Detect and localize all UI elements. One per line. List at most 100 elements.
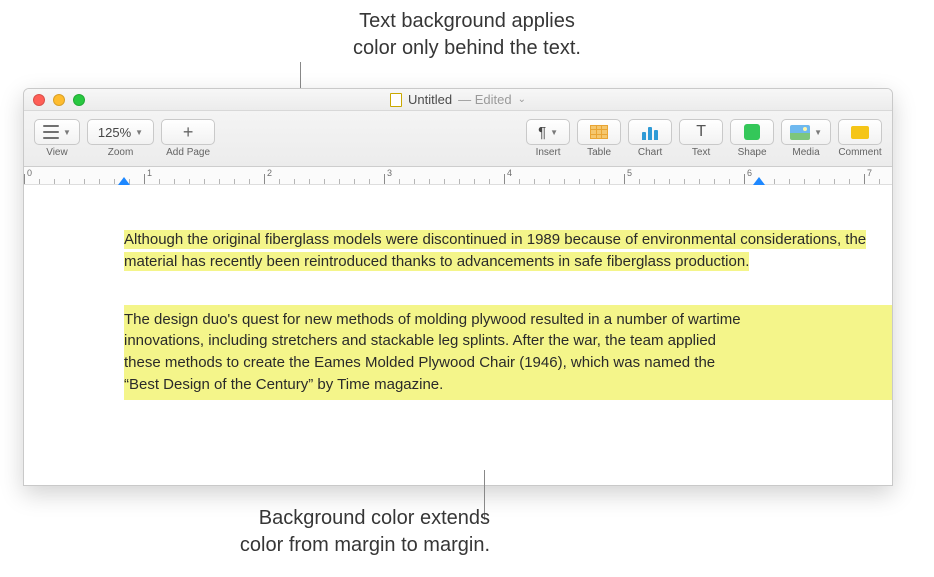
media-icon [790,125,810,140]
ruler-number: 0 [27,168,32,178]
comment-icon [851,126,869,139]
paragraph-text-bg[interactable]: Although the original fiberglass models … [124,229,868,273]
window-title: Untitled — Edited ⌄ [24,92,892,107]
ruler-minor-tick [684,179,685,184]
fullscreen-button[interactable] [73,94,85,106]
ruler-minor-tick [414,179,415,184]
ruler-minor-tick [459,179,460,184]
ruler-minor-tick [549,179,550,184]
view-button[interactable]: ▼ [34,119,80,145]
pilcrow-icon: ¶ [538,124,546,141]
ruler-minor-tick [444,179,445,184]
left-indent-marker[interactable] [118,177,130,185]
ruler[interactable]: 01234567 [24,167,892,185]
document-icon [390,93,402,107]
comment-label: Comment [838,147,881,158]
ruler-major-tick [504,174,505,184]
minimize-button[interactable] [53,94,65,106]
shape-icon [744,124,760,140]
ruler-number: 7 [867,168,872,178]
paragraph-block-bg[interactable]: The design duo's quest for new methods o… [124,305,892,400]
ruler-minor-tick [69,179,70,184]
callout-top: Text background applies color only behin… [0,8,934,62]
text-button[interactable]: T [679,119,723,145]
chevron-down-icon: ▼ [135,128,143,137]
ruler-minor-tick [309,179,310,184]
shape-label: Shape [738,147,767,158]
chevron-down-icon: ▼ [550,128,558,137]
ruler-minor-tick [714,179,715,184]
ruler-minor-tick [474,179,475,184]
ruler-minor-tick [39,179,40,184]
ruler-minor-tick [669,179,670,184]
paragraph-block-text: The design duo's quest for new methods o… [124,309,744,396]
ruler-number: 4 [507,168,512,178]
ruler-minor-tick [564,179,565,184]
media-button[interactable]: ▼ [781,119,831,145]
zoom-button[interactable]: 125% ▼ [87,119,154,145]
close-button[interactable] [33,94,45,106]
ruler-minor-tick [519,179,520,184]
plus-icon: + [183,122,194,143]
ruler-minor-tick [489,179,490,184]
comment-button[interactable] [838,119,882,145]
ruler-number: 5 [627,168,632,178]
table-button[interactable] [577,119,621,145]
ruler-minor-tick [834,179,835,184]
ruler-number: 2 [267,168,272,178]
ruler-minor-tick [594,179,595,184]
ruler-major-tick [144,174,145,184]
callout-bottom-line2: color from margin to margin. [110,532,490,559]
view-label: View [46,147,68,158]
document-name: Untitled [408,92,452,107]
table-label: Table [587,147,611,158]
ruler-number: 6 [747,168,752,178]
ruler-minor-tick [639,179,640,184]
shape-button[interactable] [730,119,774,145]
window-controls [33,94,85,106]
ruler-minor-tick [534,179,535,184]
ruler-minor-tick [249,179,250,184]
ruler-minor-tick [579,179,580,184]
document-body[interactable]: Although the original fiberglass models … [24,185,892,485]
ruler-minor-tick [369,179,370,184]
ruler-minor-tick [234,179,235,184]
ruler-minor-tick [159,179,160,184]
chart-button[interactable] [628,119,672,145]
ruler-minor-tick [849,179,850,184]
chevron-down-icon: ▼ [63,128,71,137]
ruler-minor-tick [729,179,730,184]
ruler-minor-tick [699,179,700,184]
ruler-minor-tick [204,179,205,184]
ruler-major-tick [624,174,625,184]
highlighted-text: Although the original fiberglass models … [124,230,866,271]
chart-label: Chart [638,147,662,158]
ruler-minor-tick [339,179,340,184]
add-page-label: Add Page [166,147,210,158]
add-page-button[interactable]: + [161,119,215,145]
ruler-minor-tick [609,179,610,184]
insert-button[interactable]: ¶ ▼ [526,119,570,145]
ruler-minor-tick [219,179,220,184]
callout-top-line1: Text background applies [0,8,934,35]
view-icon [43,125,59,139]
ruler-minor-tick [879,179,880,184]
title-chevron-icon[interactable]: ⌄ [518,94,526,105]
ruler-minor-tick [774,179,775,184]
ruler-minor-tick [789,179,790,184]
app-window: Untitled — Edited ⌄ ▼ View 125% ▼ Zoom +… [23,88,893,486]
callout-bottom-line1: Background color extends [110,505,490,532]
ruler-minor-tick [99,179,100,184]
text-label: Text [692,147,710,158]
chevron-down-icon: ▼ [814,128,822,137]
ruler-minor-tick [294,179,295,184]
callout-top-line2: color only behind the text. [0,35,934,62]
table-icon [590,125,608,139]
ruler-minor-tick [354,179,355,184]
right-margin-marker[interactable] [753,177,765,185]
ruler-major-tick [264,174,265,184]
ruler-minor-tick [819,179,820,184]
ruler-major-tick [24,174,25,184]
media-label: Media [792,147,819,158]
ruler-minor-tick [84,179,85,184]
